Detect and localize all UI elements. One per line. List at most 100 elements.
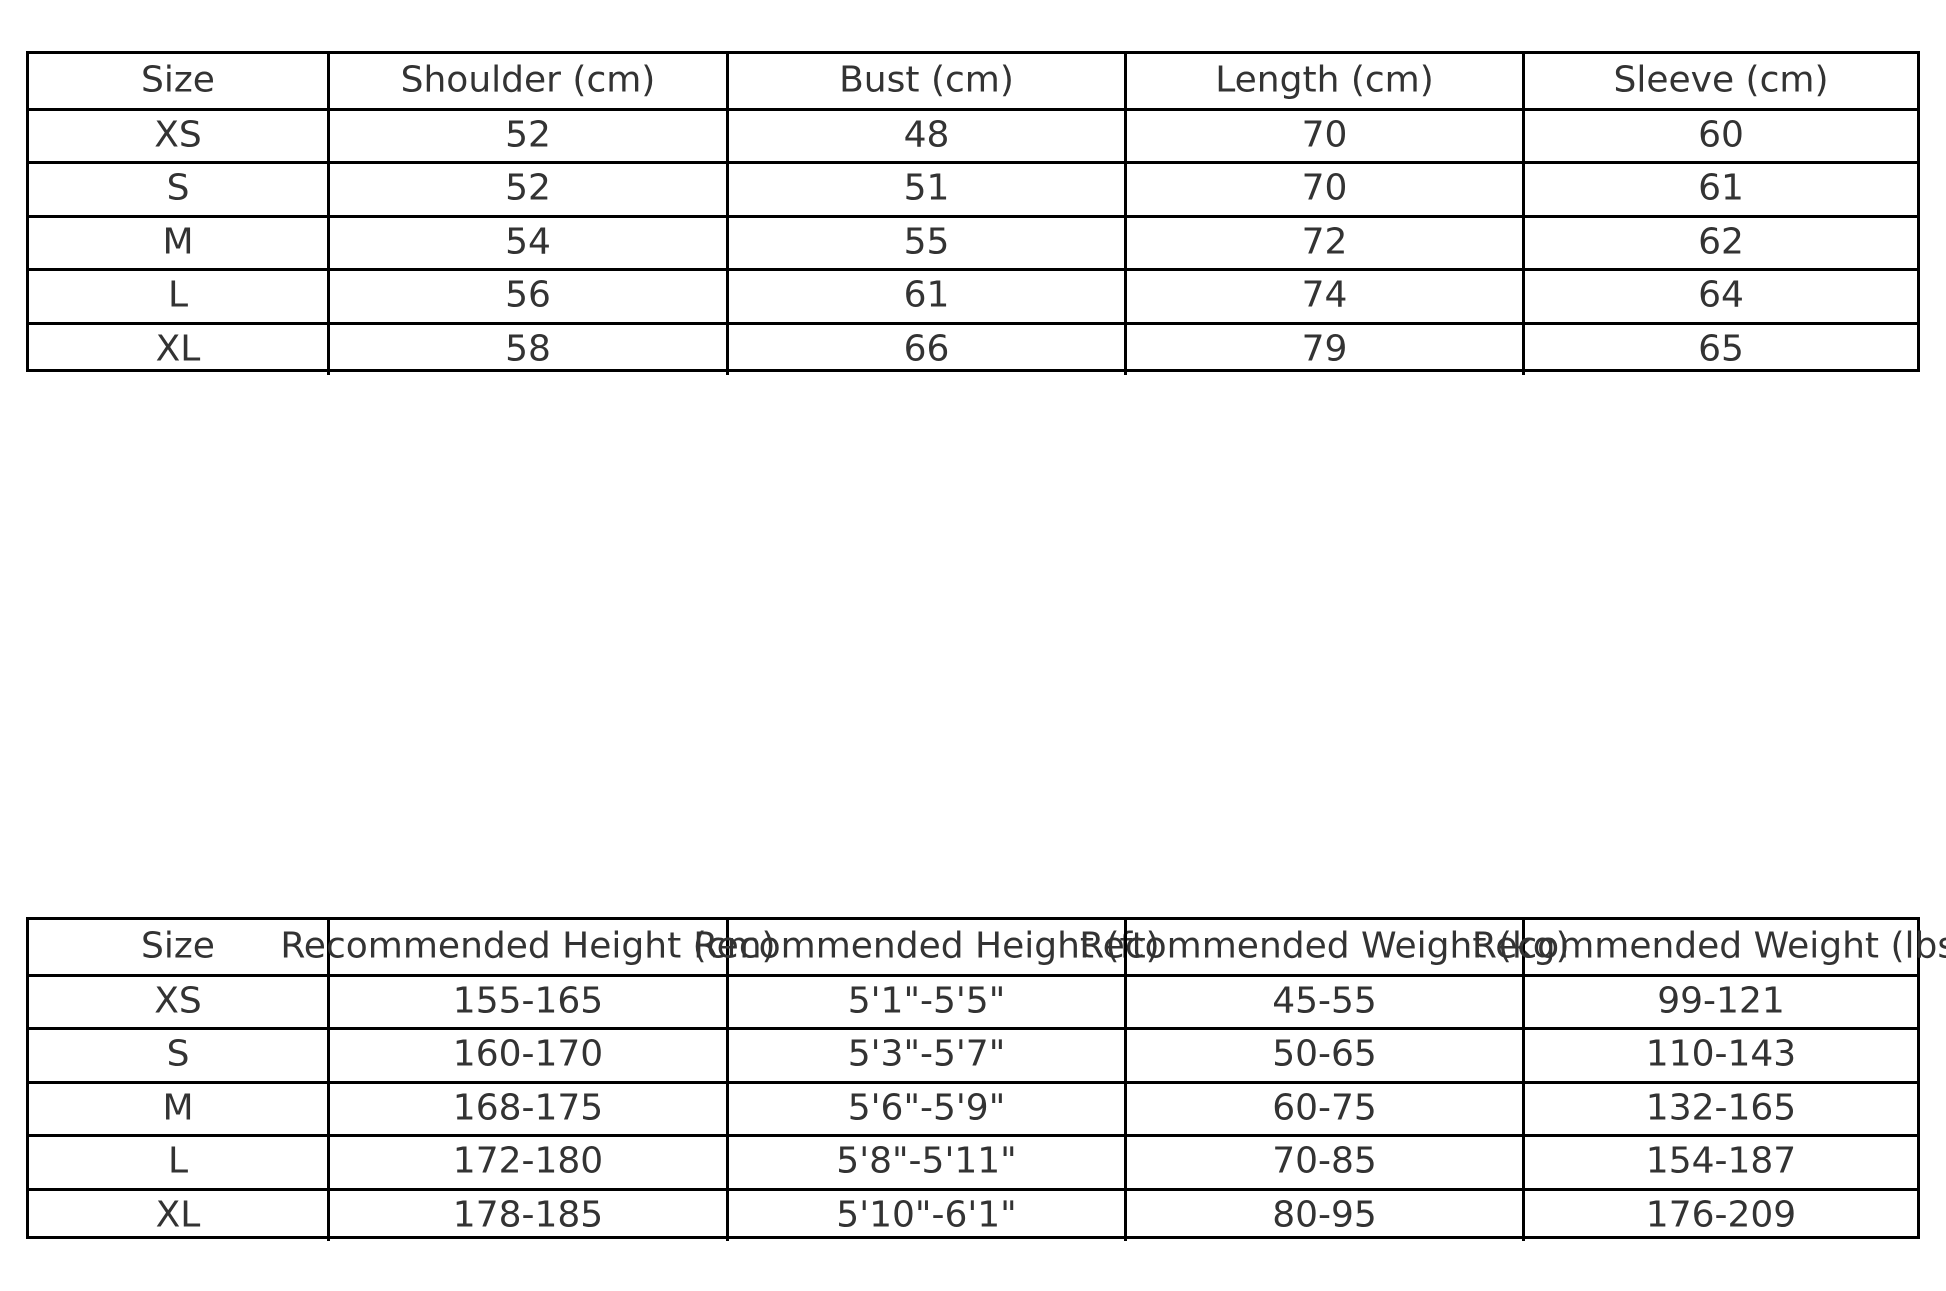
cell-value: L <box>167 274 189 316</box>
table-cell: 51 <box>726 164 1124 215</box>
table-cell: 110-143 <box>1522 1030 1917 1081</box>
header-row: Size Shoulder (cm) Bust (cm) Length (cm) Sle… <box>29 54 1917 108</box>
table-cell: XL <box>29 1191 327 1242</box>
measurements-table: Size Shoulder (cm) Bust (cm) Length (cm) Sle… <box>26 51 1920 375</box>
cell-value: 52 <box>505 114 551 156</box>
cell-value: 5'1"-5'5" <box>847 980 1006 1022</box>
cell-value: 5'3"-5'7" <box>847 1033 1006 1075</box>
cell-value: 176-209 <box>1645 1194 1797 1236</box>
cell-value: S <box>166 1033 190 1075</box>
table-cell: 64 <box>1522 271 1917 322</box>
cell-value: 110-143 <box>1645 1033 1797 1075</box>
cell-value: 60-75 <box>1272 1087 1377 1129</box>
cell-value: 79 <box>1301 328 1348 370</box>
table-cell: 70 <box>1124 164 1522 215</box>
header-row: Size Recommended Height (cm) Recommended H… <box>29 920 1946 974</box>
cell-value: 132-165 <box>1645 1087 1797 1129</box>
table-cell: 55 <box>726 217 1124 268</box>
table-cell: M <box>29 1084 327 1135</box>
header-cell: Recommended Weight (kg) <box>1079 920 1570 974</box>
cell-value: 70 <box>1301 167 1348 209</box>
cell-value: 168-175 <box>452 1087 604 1129</box>
table-row: XL 58 66 79 65 <box>29 321 1917 375</box>
header-cell: Size <box>29 54 327 108</box>
table-cell: 52 <box>327 164 726 215</box>
cell-value: M <box>162 221 194 263</box>
table-cell: 61 <box>726 271 1124 322</box>
cell-value: 45-55 <box>1272 980 1377 1022</box>
table-row: M 54 55 72 62 <box>29 214 1917 268</box>
table-cell: 45-55 <box>1124 976 1522 1027</box>
cell-value: 52 <box>505 167 551 209</box>
cell-value: 70-85 <box>1272 1140 1377 1182</box>
table-cell: 60 <box>1522 110 1917 161</box>
table-cell: 60-75 <box>1124 1083 1522 1134</box>
table-cell: 70-85 <box>1124 1137 1522 1188</box>
table-row: XS 52 48 70 60 <box>29 107 1917 162</box>
table-cell: S <box>29 164 327 215</box>
header-label: Sleeve (cm) <box>1613 59 1829 101</box>
table-cell: 79 <box>1124 324 1522 375</box>
table-cell: L <box>29 271 327 322</box>
table-cell: XS <box>29 111 327 162</box>
cell-value: 61 <box>903 274 950 316</box>
table-cell: 176-209 <box>1522 1190 1917 1241</box>
table-cell: 70 <box>1124 110 1522 161</box>
header-cell: Bust (cm) <box>726 54 1124 108</box>
header-cell: Shoulder (cm) <box>327 54 726 108</box>
table-row: L 172-180 5'8"-5'11" 70-85 154-187 <box>29 1134 1917 1188</box>
cell-value: 55 <box>903 221 950 263</box>
cell-value: 5'10"-6'1" <box>836 1194 1017 1236</box>
table-row: XS 155-165 5'1"-5'5" 45-55 99-121 <box>29 973 1917 1028</box>
cell-value: M <box>162 1087 194 1129</box>
table-cell: L <box>29 1137 327 1188</box>
table-cell: 168-175 <box>327 1083 726 1134</box>
cell-value: 51 <box>903 167 950 209</box>
header-label: Recommended Weight (lbs) <box>1471 925 1946 967</box>
header-cell: Length (cm) <box>1124 54 1522 108</box>
cell-value: 74 <box>1301 274 1348 316</box>
cell-value: S <box>166 167 190 209</box>
table-cell: 154-187 <box>1522 1137 1917 1188</box>
cell-value: 160-170 <box>452 1033 604 1075</box>
table-cell: 5'10"-6'1" <box>726 1190 1124 1241</box>
cell-value: 72 <box>1301 221 1348 263</box>
table-cell: 99-121 <box>1522 976 1917 1027</box>
header-label: Length (cm) <box>1215 59 1434 101</box>
cell-value: 70 <box>1301 114 1348 156</box>
table-cell: 172-180 <box>327 1137 726 1188</box>
table-cell: 5'3"-5'7" <box>726 1030 1124 1081</box>
table-cell: 5'1"-5'5" <box>726 976 1124 1027</box>
header-label: Recommended Height (ft) <box>693 925 1160 967</box>
table-cell: XS <box>29 977 327 1028</box>
table-cell: 5'8"-5'11" <box>726 1137 1124 1188</box>
cell-value: 58 <box>505 328 551 370</box>
cell-value: 155-165 <box>452 980 604 1022</box>
cell-value: 178-185 <box>452 1194 604 1236</box>
header-label: Size <box>141 59 215 101</box>
table-row: L 56 61 74 64 <box>29 268 1917 322</box>
cell-value: 99-121 <box>1657 980 1785 1022</box>
header-cell: Sleeve (cm) <box>1522 54 1917 108</box>
table-cell: 80-95 <box>1124 1190 1522 1241</box>
table-cell: 62 <box>1522 217 1917 268</box>
table-cell: 132-165 <box>1522 1083 1917 1134</box>
header-label: Bust (cm) <box>839 59 1014 101</box>
table-cell: 5'6"-5'9" <box>726 1083 1124 1134</box>
cell-value: 48 <box>903 114 950 156</box>
cell-value: 62 <box>1698 221 1744 263</box>
cell-value: L <box>167 1140 189 1182</box>
table-cell: 61 <box>1522 164 1917 215</box>
table-row: S 160-170 5'3"-5'7" 50-65 110-143 <box>29 1027 1917 1081</box>
header-cell: Recommended Height (cm) <box>280 920 776 974</box>
cell-value: 54 <box>505 221 551 263</box>
table-cell: 56 <box>327 271 726 322</box>
header-label: Shoulder (cm) <box>400 59 656 101</box>
table-cell: 52 <box>327 110 726 161</box>
table-cell: 65 <box>1522 324 1917 375</box>
cell-value: 154-187 <box>1645 1140 1797 1182</box>
header-cell: Recommended Weight (lbs) <box>1472 920 1946 974</box>
table-cell: 66 <box>726 324 1124 375</box>
table-row: S 52 51 70 61 <box>29 161 1917 215</box>
table-cell: 160-170 <box>327 1030 726 1081</box>
